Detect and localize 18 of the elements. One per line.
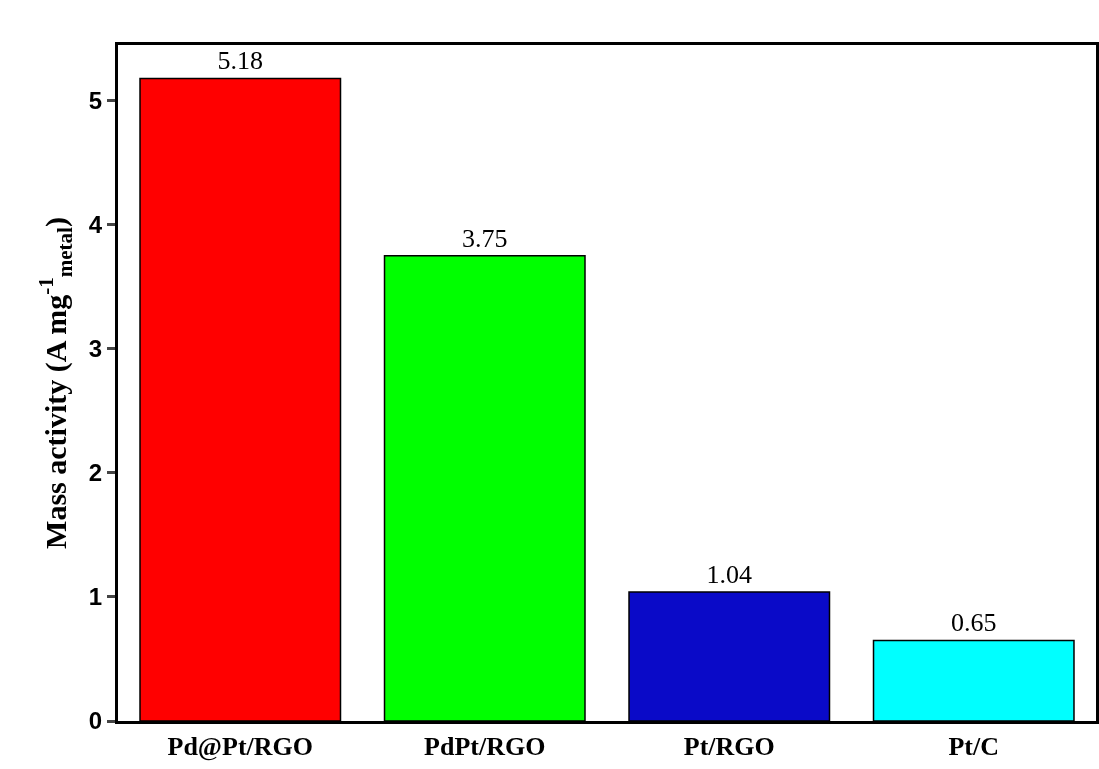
bar: [872, 639, 1075, 721]
data-label: 5.18: [217, 46, 264, 76]
bar: [139, 77, 342, 721]
x-tick-label: Pt/RGO: [683, 732, 775, 762]
y-tick-label: 3: [88, 335, 103, 363]
y-tick-label: 5: [88, 87, 103, 115]
data-label: 0.65: [951, 608, 997, 638]
x-tick-label: Pt/C: [948, 732, 1000, 762]
y-tick-label: 1: [88, 583, 103, 611]
bar: [383, 255, 586, 721]
y-tick-label: 4: [88, 211, 103, 239]
data-label: 1.04: [706, 560, 753, 589]
x-tick-label: PdPt/RGO: [424, 732, 546, 762]
y-tick-label: 0: [88, 707, 103, 735]
y-tick-label: 2: [88, 459, 103, 487]
bar: [628, 591, 831, 721]
data-label: 3.75: [462, 223, 508, 253]
x-tick-label: Pd@Pt/RGO: [167, 732, 314, 762]
